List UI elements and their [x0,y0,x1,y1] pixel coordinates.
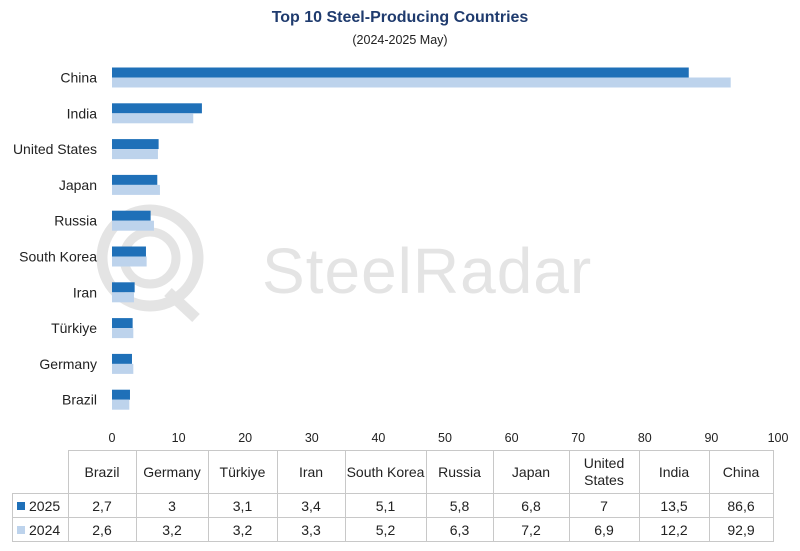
table-cell: 5,8 [425,493,494,518]
category-label: Iran [73,284,97,300]
x-tick-label: 60 [505,431,519,445]
table-cell: 5,2 [344,517,427,542]
bar-2025-japan [112,174,158,185]
table-row: 2025 2,7 3 3,1 3,4 5,1 5,8 6,8 7 13,5 86,6 [12,493,774,518]
table-column-header: Türkiye [207,450,278,494]
bar-2024-japan [112,184,160,195]
bar-2025-türkiye [112,318,133,329]
table-row: 2024 2,6 3,2 3,2 3,3 5,2 6,3 7,2 6,9 12,2 92,9 [12,517,774,542]
category-label: India [67,105,98,121]
table-cell: 2,6 [67,517,137,542]
table-column-header: United States [568,450,640,494]
bar-2025-india [112,103,202,114]
bar-2025-iran [112,282,135,293]
legend-key [17,501,25,510]
chart-title: Top 10 Steel-Producing Countries [271,9,529,26]
category-label: Brazil [62,392,97,408]
legend-key [17,525,25,534]
x-tick-label: 30 [305,431,319,445]
data-table-header-row: Brazil Germany Türkiye Iran South Korea Russi… [12,450,774,494]
x-tick-label: 80 [638,431,652,445]
x-tick-label: 10 [172,431,186,445]
table-cell: 7,2 [492,517,570,542]
bar-2025-china [112,67,689,78]
bar-2025-germany [112,353,132,364]
table-column-header: Russia [425,450,494,494]
bar-2024-united-states [112,149,158,160]
table-cell: 13,5 [638,493,710,518]
table-column-header: Iran [276,450,346,494]
bar-2024-russia [112,220,154,231]
table-cell: 3,1 [207,493,278,518]
table-cell: 3,4 [276,493,346,518]
category-label: Türkiye [51,320,97,336]
category-label: Germany [39,356,97,372]
table-column-header: China [708,450,774,494]
series-label: 2024 [29,521,61,538]
category-label: Japan [59,177,97,193]
table-cell: 6,3 [425,517,494,542]
series-label: 2025 [29,497,61,514]
table-cell: 3,2 [135,517,209,542]
table-cell: 3,3 [276,517,346,542]
table-cell: 6,9 [568,517,640,542]
category-label: South Korea [19,249,97,265]
category-label: Russia [54,213,97,229]
bar-2025-south-korea [112,246,146,257]
series-label-cell: 2025 [12,493,69,518]
x-tick-label: 70 [571,431,585,445]
table-column-header: South Korea [344,450,427,494]
bar-2024-south-korea [112,256,147,267]
table-column-header: Germany [135,450,209,494]
table-cell: 7 [568,493,640,518]
table-cell: 5,1 [344,493,427,518]
bar-2024-india [112,113,194,124]
table-cell: 3,2 [207,517,278,542]
series-label-cell: 2024 [12,517,69,542]
x-tick-label: 40 [371,431,385,445]
category-label: United States [13,141,97,157]
bar-2024-türkiye [112,328,134,339]
x-tick-label: 20 [238,431,252,445]
x-tick-label: 0 [109,431,116,445]
table-cell: 86,6 [708,493,774,518]
table-column-header: India [638,450,710,494]
table-cell: 6,8 [492,493,570,518]
bar-2024-china [112,77,731,88]
table-column-header: Japan [492,450,570,494]
table-corner [12,450,69,494]
table-cell: 2,7 [67,493,137,518]
x-tick-label: 90 [704,431,718,445]
bar-2025-brazil [112,389,130,400]
chart-subtitle: (2024-2025 May) [352,33,448,47]
table-cell: 3 [135,493,209,518]
bar-2024-iran [112,292,134,303]
table-cell: 12,2 [638,517,710,542]
table-cell: 92,9 [708,517,774,542]
bar-2024-brazil [112,399,130,410]
bar-2024-germany [112,363,134,374]
x-tick-label: 100 [768,431,789,445]
bar-2025-united-states [112,139,159,150]
bar-2025-russia [112,210,151,221]
watermark: SteelRadar [96,204,592,323]
watermark-text: SteelRadar [262,235,592,307]
x-tick-label: 50 [438,431,452,445]
table-column-header: Brazil [67,450,137,494]
category-label: China [60,70,97,86]
data-table: Brazil Germany Türkiye Iran South Korea Russi… [12,450,774,542]
